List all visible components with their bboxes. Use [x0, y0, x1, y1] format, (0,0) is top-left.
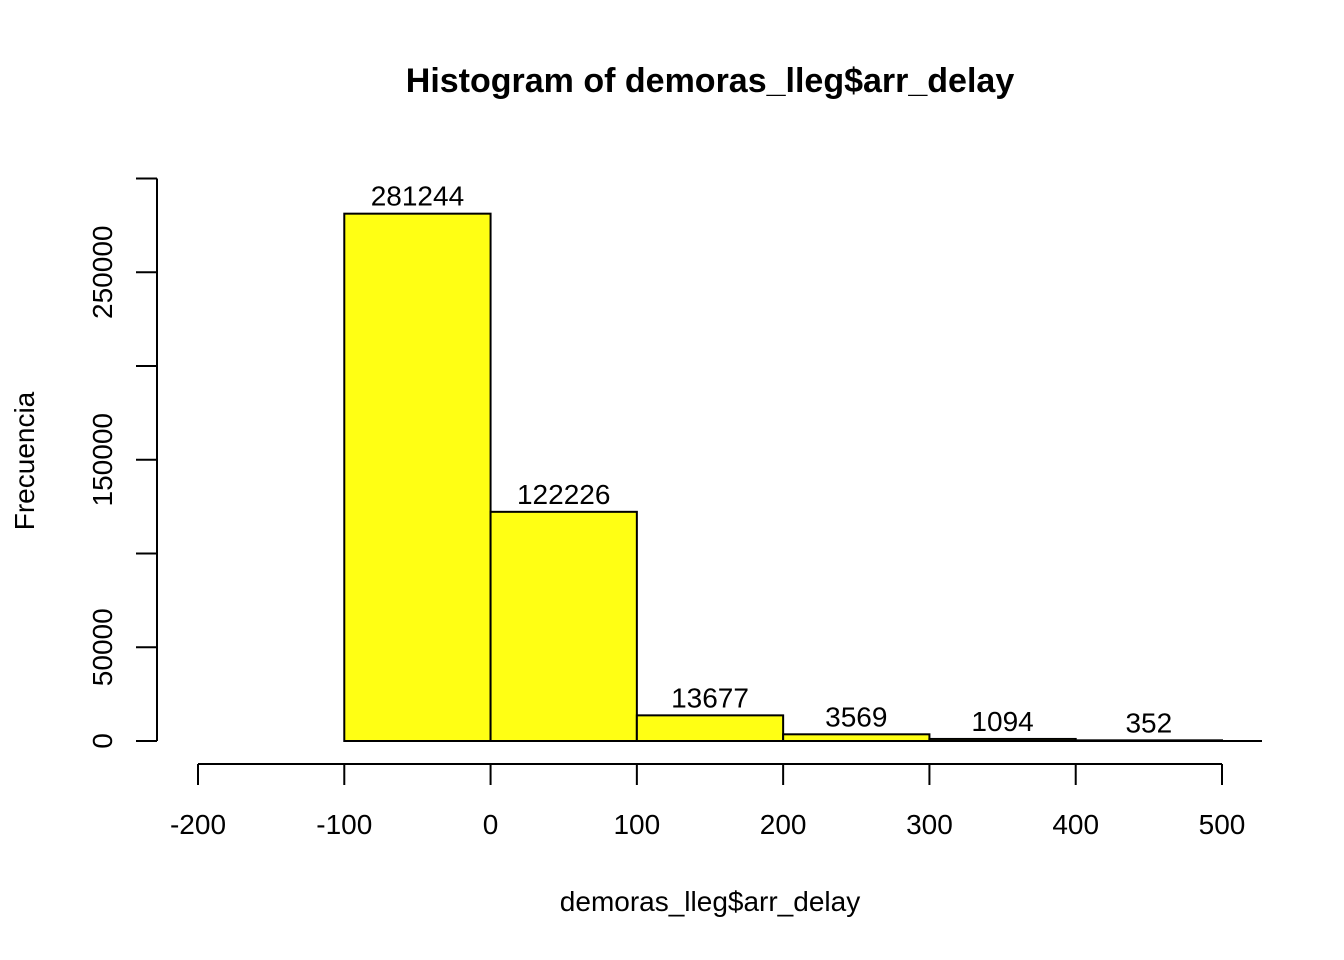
- bar-value-label: 352: [1125, 707, 1172, 738]
- histogram-bar: [782, 733, 931, 742]
- histogram-bar: [489, 510, 638, 743]
- histogram-bar: [635, 714, 785, 743]
- bar-value-label: 3569: [825, 701, 887, 732]
- x-axis: -200 -100 0 100 200 300 400 500: [170, 763, 1246, 840]
- y-axis: 0 50000 150000 250000: [87, 177, 158, 749]
- bar-value-label: 122226: [517, 479, 610, 510]
- y-axis-label: Frecuencia: [9, 391, 40, 530]
- bars-group: [343, 212, 1223, 743]
- x-tick-label: -100: [316, 809, 372, 840]
- histogram-bar: [343, 212, 492, 743]
- y-tick-label: 250000: [87, 226, 118, 319]
- x-tick-label: 100: [613, 809, 660, 840]
- x-axis-label: demoras_lleg$arr_delay: [560, 886, 860, 917]
- bar-value-label: 13677: [671, 682, 749, 713]
- x-tick-label: 400: [1052, 809, 1099, 840]
- bar-labels-group: 281244 122226 13677 3569 1094 352: [371, 181, 1173, 739]
- chart-title: Histogram of demoras_lleg$arr_delay: [406, 62, 1015, 100]
- x-tick-label: 500: [1199, 809, 1246, 840]
- y-tick-label: 0: [87, 733, 118, 749]
- x-tick-label: 200: [760, 809, 807, 840]
- y-tick-label: 150000: [87, 413, 118, 506]
- y-tick-label: 50000: [87, 608, 118, 686]
- bar-value-label: 281244: [371, 181, 464, 212]
- x-tick-label: 0: [483, 809, 499, 840]
- bar-value-label: 1094: [971, 706, 1033, 737]
- x-tick-label: -200: [170, 809, 226, 840]
- x-tick-label: 300: [906, 809, 953, 840]
